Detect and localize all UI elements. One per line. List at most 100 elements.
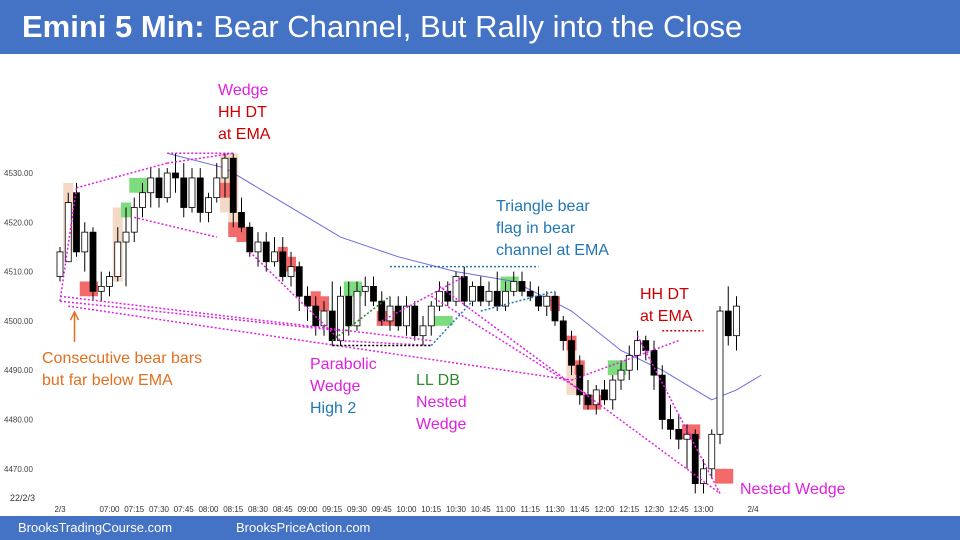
candle: [89, 227, 97, 302]
lldb-line: [331, 295, 391, 342]
x-tick-label: 12:00: [594, 505, 615, 514]
x-tick-label: 11:30: [545, 505, 565, 514]
bull-candle-body: [81, 231, 89, 253]
x-tick-label: 09:30: [347, 505, 368, 514]
candle: [625, 345, 633, 381]
bull-candle-body: [320, 310, 328, 327]
bull-candle-body: [271, 251, 278, 263]
footer-right-link[interactable]: BrooksPriceAction.com: [236, 520, 371, 535]
bull-candle-body: [733, 305, 740, 337]
candle: [568, 330, 575, 376]
annotation-triangle-line3: channel at EMA: [496, 242, 609, 259]
bear-candle-body: [535, 295, 542, 307]
x-tick-label: 07:15: [124, 505, 145, 514]
candle: [436, 281, 443, 312]
annotation-lldb: LL DB Nested Wedge: [416, 370, 467, 436]
x-tick-label: 11:00: [496, 505, 516, 514]
wedge-line: [167, 152, 234, 164]
bull-candle-body: [634, 340, 641, 356]
wedge-line: [571, 339, 680, 381]
wedge-line: [340, 339, 432, 347]
x-tick-label: 10:15: [421, 505, 442, 514]
annotation-consecutive-line2: but far below EMA: [42, 372, 173, 389]
annotation-hh-dt-line2: at EMA: [640, 308, 693, 325]
bull-candle-body: [254, 241, 262, 253]
bear-candle-body: [667, 419, 674, 430]
bear-signal-box: [715, 468, 725, 484]
wedge-line: [59, 295, 432, 342]
candle: [320, 301, 328, 336]
candle: [328, 281, 336, 346]
candle: [97, 271, 105, 302]
annotation-consecutive: Consecutive bear bars but far below EMA: [42, 348, 202, 392]
bull-candle-body: [436, 290, 443, 307]
bull-candle-body: [683, 433, 691, 440]
candle: [658, 365, 666, 430]
candle: [469, 281, 476, 307]
annotation-hh-dt-line1: HH DT: [640, 286, 689, 303]
candle: [518, 271, 526, 297]
bear-candle-body: [172, 172, 179, 179]
candle: [122, 207, 130, 287]
bull-candle-body: [609, 379, 617, 401]
candle: [609, 375, 617, 410]
candle: [279, 237, 287, 282]
x-tick-label: 07:45: [174, 505, 195, 514]
bear-candle-body: [238, 212, 245, 228]
y-tick-label: 4480.00: [4, 416, 33, 425]
bear-candle-body: [279, 251, 287, 277]
bear-candle-body: [724, 310, 732, 337]
bull-candle-body: [147, 177, 155, 194]
annotation-consecutive-line1: Consecutive bear bars: [42, 350, 203, 367]
bear-candle-body: [229, 157, 237, 213]
bear-candle-body: [642, 340, 650, 351]
x-tick-label: 10:30: [446, 505, 467, 514]
annotation-lldb-line3: Wedge: [416, 416, 467, 433]
x-tick-label: 2/4: [747, 505, 759, 514]
candle: [617, 360, 625, 390]
bull-candle-body: [716, 310, 724, 435]
bear-candle-body: [526, 290, 534, 297]
candle: [205, 192, 212, 223]
wedge-line: [636, 335, 721, 494]
bear-candle-body: [345, 295, 353, 327]
candle: [700, 458, 707, 494]
candle: [419, 315, 427, 346]
bull-candle-body: [188, 177, 196, 208]
bull-candle-body: [287, 266, 295, 277]
wedge-line: [59, 300, 341, 332]
x-tick-label: 12:30: [644, 505, 665, 514]
candle: [576, 355, 584, 405]
bull-signal-box: [434, 315, 445, 326]
bear-candle-body: [304, 295, 311, 307]
bull-candle-body: [543, 295, 551, 307]
y-tick-label: 4520.00: [4, 218, 33, 227]
candle: [733, 296, 740, 351]
x-tick-label: 12:45: [669, 505, 690, 514]
y-axis: 4470.00 4480.00 4490.00 4500.00 4510.00 4520.…: [4, 169, 33, 474]
bull-candle-body: [700, 468, 707, 484]
annotation-parabolic-line2: Wedge: [310, 378, 361, 395]
bull-candle-body: [427, 305, 435, 327]
x-tick-label: 09:45: [372, 505, 393, 514]
bear-candle-body: [518, 281, 526, 292]
candle: [353, 281, 361, 331]
bull-candle-body: [361, 285, 369, 292]
candle: [147, 168, 155, 208]
annotation-parabolic-line3: High 2: [310, 400, 357, 417]
candle: [221, 153, 229, 198]
annotation-triangle-line1: Triangle bear: [496, 198, 590, 215]
candle: [411, 301, 419, 341]
title-bar: Emini 5 Min: Bear Channel, But Rally int…: [0, 0, 960, 54]
bull-candle-body: [617, 369, 625, 381]
annotation-wedge-line3: at EMA: [218, 126, 271, 143]
bear-candle-body: [328, 310, 336, 342]
candle: [56, 246, 64, 282]
bull-candle-body: [130, 207, 138, 233]
candle: [559, 315, 567, 351]
footer-left-link[interactable]: BrooksTradingCourse.com: [18, 520, 173, 535]
candle: [477, 276, 485, 307]
annotation-parabolic-line1: Parabolic: [310, 356, 377, 373]
candle: [345, 281, 353, 336]
bear-signal-box: [228, 222, 239, 238]
